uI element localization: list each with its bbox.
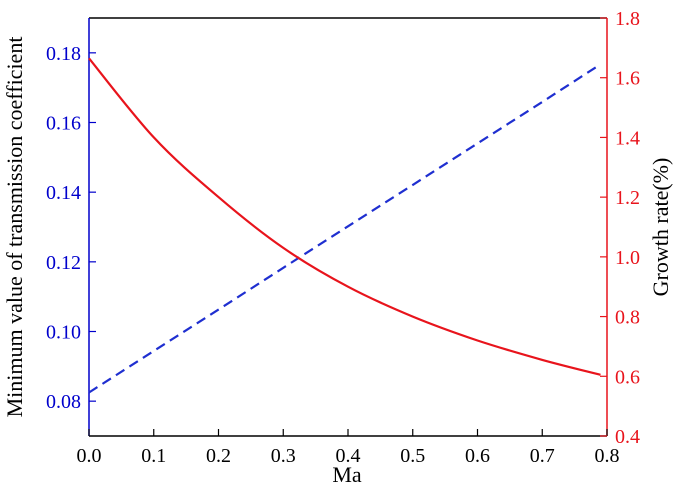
x-tick-label: 0.2 [206,445,231,467]
y-right-tick-label: 0.8 [615,307,640,329]
y-right-tick-label: 1.0 [615,247,640,269]
x-tick-label: 0.1 [141,445,166,467]
y-right-tick-label: 1.2 [615,187,640,209]
y-left-tick-label: 0.12 [46,252,81,274]
y-right-tick-label: 0.4 [615,426,640,448]
y-left-tick-label: 0.14 [46,182,81,204]
x-axis-title: Ma [332,462,362,487]
y-left-tick-label: 0.18 [46,43,81,65]
y-right-axis-title: Growth rate(%) [648,158,673,297]
y-left-tick-label: 0.16 [46,113,81,135]
x-tick-label: 0.5 [400,445,425,467]
y-right-tick-label: 1.6 [615,68,640,90]
x-tick-label: 0.3 [271,445,296,467]
x-tick-label: 0.6 [465,445,490,467]
y-right-tick-label: 0.6 [615,366,640,388]
y-left-tick-label: 0.08 [46,391,81,413]
series-line-transmission-dashed [88,63,602,394]
x-tick-label: 0.4 [336,445,361,467]
y-right-tick-label: 1.8 [615,8,640,30]
y-left-tick-label: 0.10 [46,322,81,344]
y-right-tick-label: 1.4 [615,127,640,149]
series-line-growth-solid [88,57,601,376]
x-tick-label: 0.8 [595,445,620,467]
y-left-axis-title: Minimum value of transmission coefficien… [2,37,27,418]
x-tick-label: 0.7 [530,445,555,467]
x-tick-label: 0.0 [77,445,102,467]
